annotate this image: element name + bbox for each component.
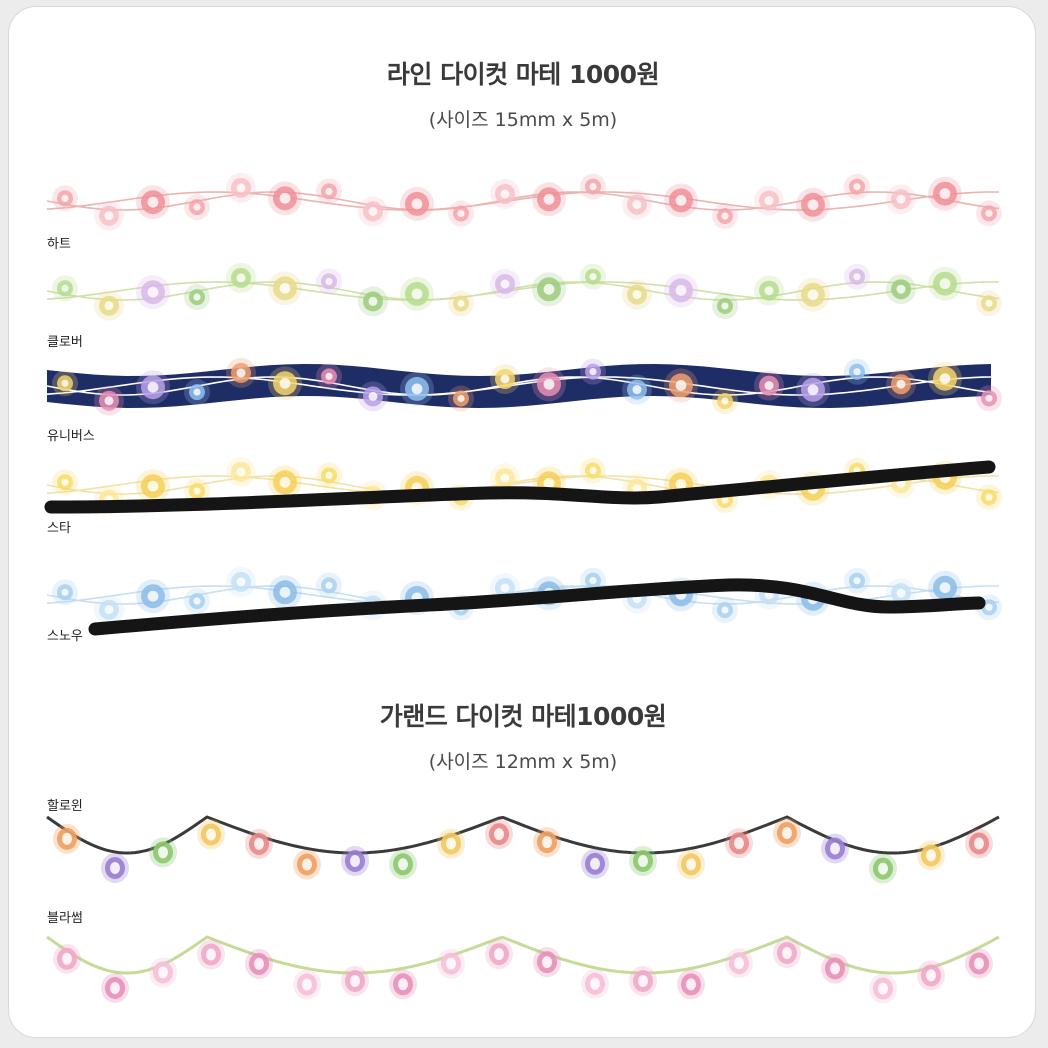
label-blossom: 블라썸 — [47, 911, 83, 926]
garland-tape-size: (사이즈 12mm x 5m) — [428, 751, 618, 773]
tape-heart — [46, 172, 1002, 231]
label-snow: 스노우 — [47, 629, 83, 644]
product-card: 라인 다이컷 마테 1000원 (사이즈 15mm x 5m) 하트 클로버 유… — [8, 6, 1036, 1038]
label-halloween: 할로윈 — [47, 799, 83, 814]
label-clover: 클로버 — [47, 335, 83, 350]
label-universe: 유니버스 — [47, 429, 95, 444]
tape-halloween — [46, 815, 1000, 884]
label-star: 스타 — [47, 521, 71, 536]
line-tape-size: (사이즈 15mm x 5m) — [428, 109, 618, 131]
tape-snow — [46, 566, 1002, 625]
garland-tape-title: 가랜드 다이컷 마테1000원 — [379, 702, 667, 731]
tape-star — [46, 456, 1002, 515]
tape-blossom — [46, 935, 1000, 1004]
line-tape-title: 라인 다이컷 마테 1000원 — [386, 60, 660, 89]
label-heart: 하트 — [47, 237, 71, 252]
tape-universe — [46, 357, 1002, 416]
tape-clover — [46, 262, 1002, 321]
